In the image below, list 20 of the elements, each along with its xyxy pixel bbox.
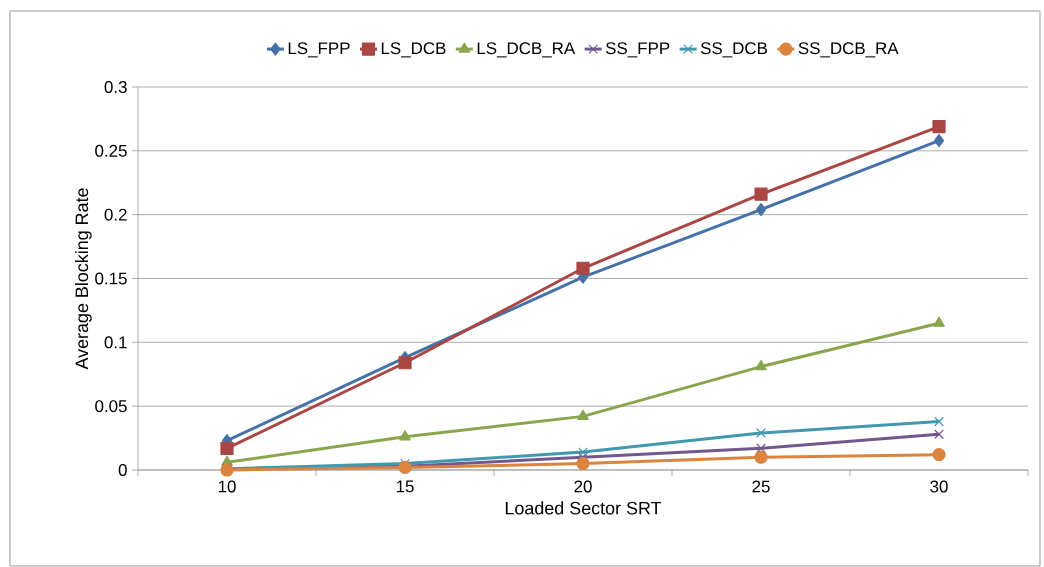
y-tick-label: 0.2 [104, 208, 127, 221]
y-tick-label: 0.15 [95, 272, 127, 285]
x-axis-title: Loaded Sector SRT [505, 501, 662, 515]
y-tick-label: 0.05 [95, 400, 127, 413]
x-tick-label: 25 [752, 480, 770, 493]
y-tick-label: 0.1 [104, 336, 127, 349]
legend-label: SS_DCB_RA [798, 42, 899, 58]
legend-label: SS_FPP [605, 42, 670, 58]
legend-label: LS_FPP [288, 42, 350, 58]
y-tick-label: 0 [118, 463, 127, 476]
y-tick-label: 0.25 [95, 144, 127, 157]
legend-label: LS_DCB_RA [477, 42, 576, 58]
legend-label: LS_DCB [381, 42, 446, 58]
x-tick-label: 30 [930, 480, 948, 493]
x-tick-label: 15 [396, 480, 414, 493]
legend-label: SS_DCB [700, 42, 767, 58]
x-tick-label: 20 [574, 480, 592, 493]
y-axis-title: Average Blocking Rate [74, 188, 92, 370]
x-tick-label: 10 [218, 480, 236, 493]
y-tick-label: 0.3 [104, 80, 127, 93]
